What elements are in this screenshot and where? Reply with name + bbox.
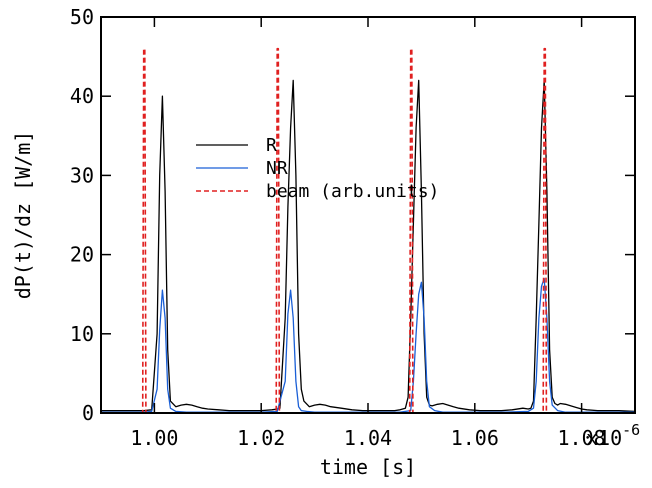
- y-tick-label: 10: [70, 322, 94, 346]
- y-tick-label: 50: [70, 5, 94, 29]
- y-tick-label: 40: [70, 84, 94, 108]
- x-multiplier-base: x10: [586, 426, 622, 450]
- x-multiplier-exponent: -6: [622, 421, 640, 439]
- x-tick-label: 1.06: [451, 426, 499, 450]
- y-tick-label: 0: [82, 401, 94, 425]
- y-tick-label: 20: [70, 243, 94, 267]
- x-tick-label: 1.08: [558, 426, 606, 450]
- y-tick-label: 30: [70, 163, 94, 187]
- x-axis-title: time [s]: [320, 455, 416, 479]
- x-tick-label: 1.04: [344, 426, 392, 450]
- x-multiplier: x10-6: [586, 421, 640, 450]
- x-tick-label: 1.00: [130, 426, 178, 450]
- ticks-layer: 1.00 1.02 1.04 1.06 1.08 0 10 20 30 40 50: [70, 5, 635, 450]
- legend-label-0: R: [266, 135, 277, 156]
- legend-label-1: NR: [266, 158, 288, 179]
- x-tick-label: 1.02: [237, 426, 285, 450]
- legend-label-2: beam (arb.units): [266, 181, 439, 202]
- y-axis-title: dP(t)/dz [W/m]: [11, 131, 35, 300]
